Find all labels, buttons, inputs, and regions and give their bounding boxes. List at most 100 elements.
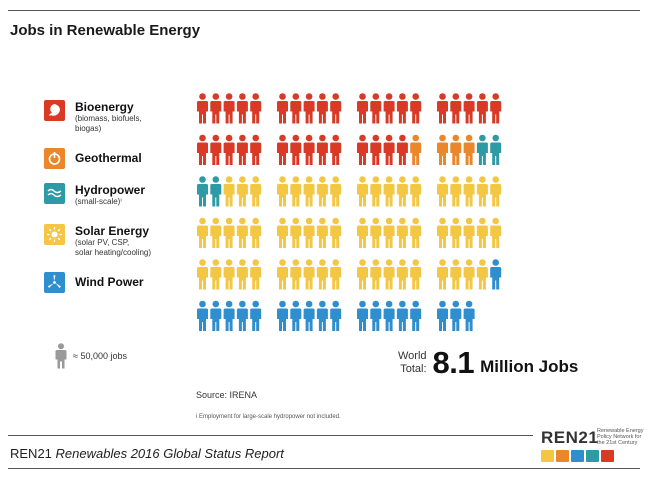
person-mark: [410, 300, 422, 331]
person-mark: [383, 300, 395, 331]
person-mark: [236, 93, 248, 124]
person-mark: [330, 93, 342, 124]
person-mark: [476, 259, 488, 290]
person-mark: [463, 93, 475, 124]
scale-key: ≈ 50,000 jobs: [55, 343, 127, 369]
person-mark: [357, 300, 368, 331]
person-mark: [277, 93, 288, 124]
person-mark: [290, 300, 302, 331]
person-mark: [330, 176, 342, 207]
person-mark: [476, 176, 488, 207]
person-mark: [396, 134, 408, 165]
person-mark: [450, 217, 462, 248]
logo-wind-icon: [571, 450, 584, 462]
person-mark: [450, 93, 462, 124]
person-mark: [396, 217, 408, 248]
ren21-logo: REN21 Renewable Energy Policy Network fo…: [541, 428, 643, 462]
person-mark: [357, 134, 368, 165]
person-mark: [450, 259, 462, 290]
person-mark: [210, 217, 222, 248]
person-mark: [236, 176, 248, 207]
person-mark: [383, 259, 395, 290]
person-mark: [396, 259, 408, 290]
logo-sun-icon: [541, 450, 554, 462]
person-mark: [370, 217, 382, 248]
legend-label: Hydropower: [75, 183, 146, 197]
person-mark: [210, 134, 222, 165]
person-mark: [370, 134, 382, 165]
person-mark: [410, 259, 422, 290]
report-citation: REN21 Renewables 2016 Global Status Repo…: [10, 446, 284, 461]
person-mark: [450, 300, 462, 331]
person-mark: [476, 93, 488, 124]
person-mark: [303, 259, 315, 290]
legend-label: Solar Energy: [75, 224, 150, 238]
legend-item-solar-energy: Solar Energy (solar PV, CSP, solar heating…: [44, 224, 151, 258]
person-mark: [290, 134, 302, 165]
chart-title: Jobs in Renewable Energy: [10, 22, 201, 39]
source-note: Source: IRENA: [196, 390, 258, 400]
person-mark: [223, 134, 235, 165]
person-mark: [370, 259, 382, 290]
person-mark: [450, 176, 462, 207]
person-mark: [437, 93, 448, 124]
person-mark: [210, 176, 222, 207]
person-mark: [250, 176, 262, 207]
person-mark: [290, 176, 302, 207]
person-mark: [197, 134, 208, 165]
person-mark: [463, 217, 475, 248]
legend-text: Wind Power: [75, 275, 144, 289]
person-mark: [410, 134, 422, 165]
total-label-line1: World: [398, 350, 427, 362]
person-mark: [437, 217, 448, 248]
person-mark: [316, 217, 328, 248]
person-mark: [223, 300, 235, 331]
person-mark: [316, 300, 328, 331]
person-mark: [490, 134, 502, 165]
person-mark: [197, 217, 208, 248]
person-mark: [210, 259, 222, 290]
legend-sublabel: solar heating/cooling): [75, 248, 152, 257]
person-mark: [303, 134, 315, 165]
sun-icon: [44, 224, 65, 245]
person-mark: [450, 134, 462, 165]
person-mark: [330, 259, 342, 290]
person-mark: [383, 134, 395, 165]
person-mark: [223, 217, 235, 248]
person-mark: [463, 134, 475, 165]
person-mark: [250, 93, 262, 124]
person-mark: [437, 134, 448, 165]
legend-item-wind-power: Wind Power: [44, 272, 144, 293]
total-label-line2: Total:: [400, 363, 427, 375]
person-mark: [490, 217, 502, 248]
person-mark: [410, 176, 422, 207]
person-mark: [410, 217, 422, 248]
person-mark: [223, 259, 235, 290]
logo-geothermal-icon: [556, 450, 569, 462]
person-mark: [410, 93, 422, 124]
person-mark: [303, 93, 315, 124]
person-mark: [197, 176, 208, 207]
legend-label: Wind Power: [75, 275, 144, 289]
legend-text: Bioenergy (biomass, biofuels, biogas): [75, 100, 142, 134]
person-mark: [303, 217, 315, 248]
person-mark: [357, 93, 368, 124]
person-mark: [250, 134, 262, 165]
person-mark: [210, 93, 222, 124]
wind-turbine-icon: [44, 272, 65, 293]
person-mark: [316, 176, 328, 207]
person-mark: [396, 300, 408, 331]
person-mark: [223, 176, 235, 207]
person-mark: [370, 176, 382, 207]
logo-leaf-icon: [601, 450, 614, 462]
person-mark: [396, 176, 408, 207]
person-mark: [330, 217, 342, 248]
person-mark: [476, 134, 488, 165]
person-mark: [210, 300, 222, 331]
person-mark: [383, 217, 395, 248]
report-title: Renewables 2016 Global Status Report: [55, 446, 284, 461]
legend-text: Hydropower (small-scale)ⁱ: [75, 183, 145, 207]
geothermal-icon: [44, 148, 65, 169]
legend-text: Solar Energy (solar PV, CSP, solar heating…: [75, 224, 151, 258]
person-mark: [316, 259, 328, 290]
